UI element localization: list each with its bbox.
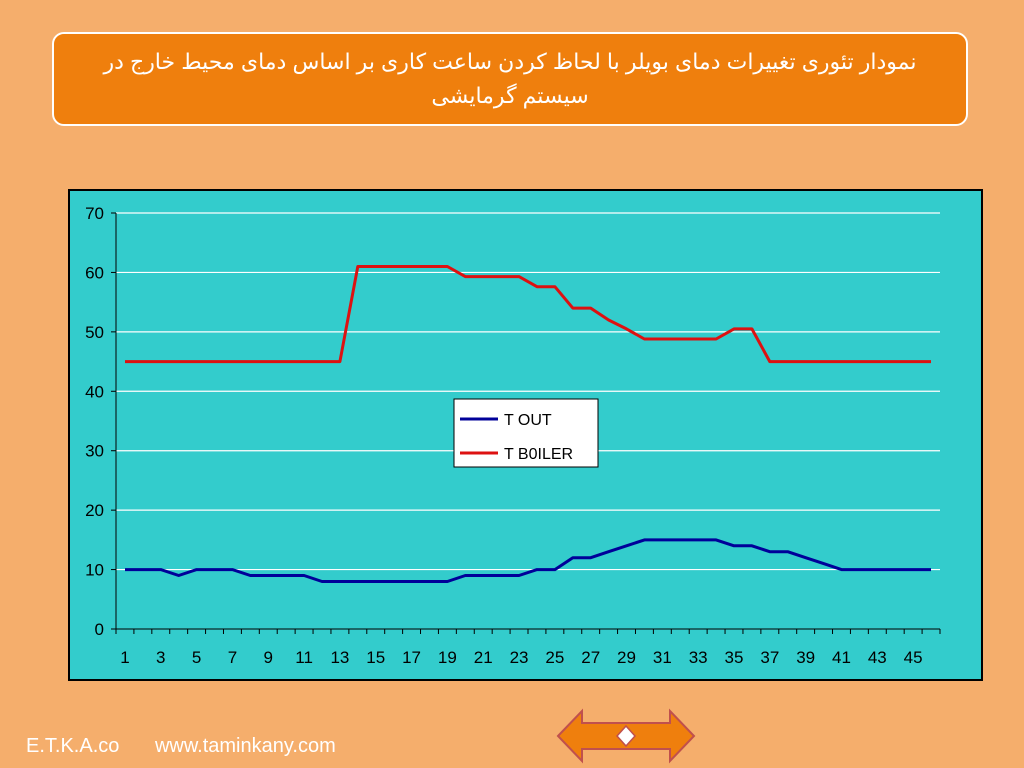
y-tick-label: 30 — [85, 442, 104, 461]
footer: E.T.K.A.co www.taminkany.com — [26, 735, 366, 758]
x-tick-label: 21 — [474, 648, 493, 667]
x-tick-label: 3 — [156, 648, 165, 667]
page-title: نمودار تئوری تغییرات دمای بویلر با لحاظ … — [103, 49, 917, 108]
x-tick-label: 33 — [689, 648, 708, 667]
x-tick-label: 19 — [438, 648, 457, 667]
legend-label: T OUT — [504, 412, 552, 429]
x-tick-label: 45 — [904, 648, 923, 667]
x-tick-label: 9 — [264, 648, 273, 667]
x-tick-label: 23 — [510, 648, 529, 667]
y-tick-label: 20 — [85, 501, 104, 520]
y-tick-label: 10 — [85, 561, 104, 580]
x-tick-label: 29 — [617, 648, 636, 667]
x-tick-label: 37 — [760, 648, 779, 667]
y-tick-label: 0 — [95, 620, 104, 639]
y-tick-label: 40 — [85, 382, 104, 401]
legend-label: T B0ILER — [504, 446, 573, 463]
x-tick-label: 27 — [581, 648, 600, 667]
footer-company: E.T.K.A.co — [26, 735, 120, 757]
double-arrow-navigation-icon[interactable] — [556, 707, 696, 765]
x-tick-label: 11 — [295, 648, 313, 667]
x-tick-label: 7 — [228, 648, 237, 667]
x-tick-label: 39 — [796, 648, 815, 667]
x-tick-label: 31 — [653, 648, 672, 667]
series-line-t-boiler — [125, 265, 931, 364]
legend-box — [453, 398, 599, 468]
y-tick-label: 60 — [85, 263, 104, 282]
x-tick-label: 5 — [192, 648, 201, 667]
x-tick-label: 41 — [832, 648, 851, 667]
y-tick-label: 70 — [85, 204, 104, 223]
x-tick-label: 35 — [725, 648, 744, 667]
x-tick-label: 17 — [402, 648, 421, 667]
y-tick-label: 50 — [85, 323, 104, 342]
x-tick-label: 13 — [330, 648, 349, 667]
chart-area: 0 10 20 30 40 50 60 70 1 3 5 7 9 11 13 15 17 19 21 23 25 27 29… — [68, 189, 983, 681]
x-tick-label: 43 — [868, 648, 887, 667]
series-line-t-out — [125, 538, 931, 583]
x-tick-label: 1 — [120, 648, 129, 667]
x-tick-label: 15 — [366, 648, 385, 667]
x-tick-label: 25 — [545, 648, 564, 667]
footer-website[interactable]: www.taminkany.com — [154, 735, 336, 757]
nav-center-diamond-icon — [615, 724, 637, 748]
title-banner: نمودار تئوری تغییرات دمای بویلر با لحاظ … — [52, 32, 968, 126]
